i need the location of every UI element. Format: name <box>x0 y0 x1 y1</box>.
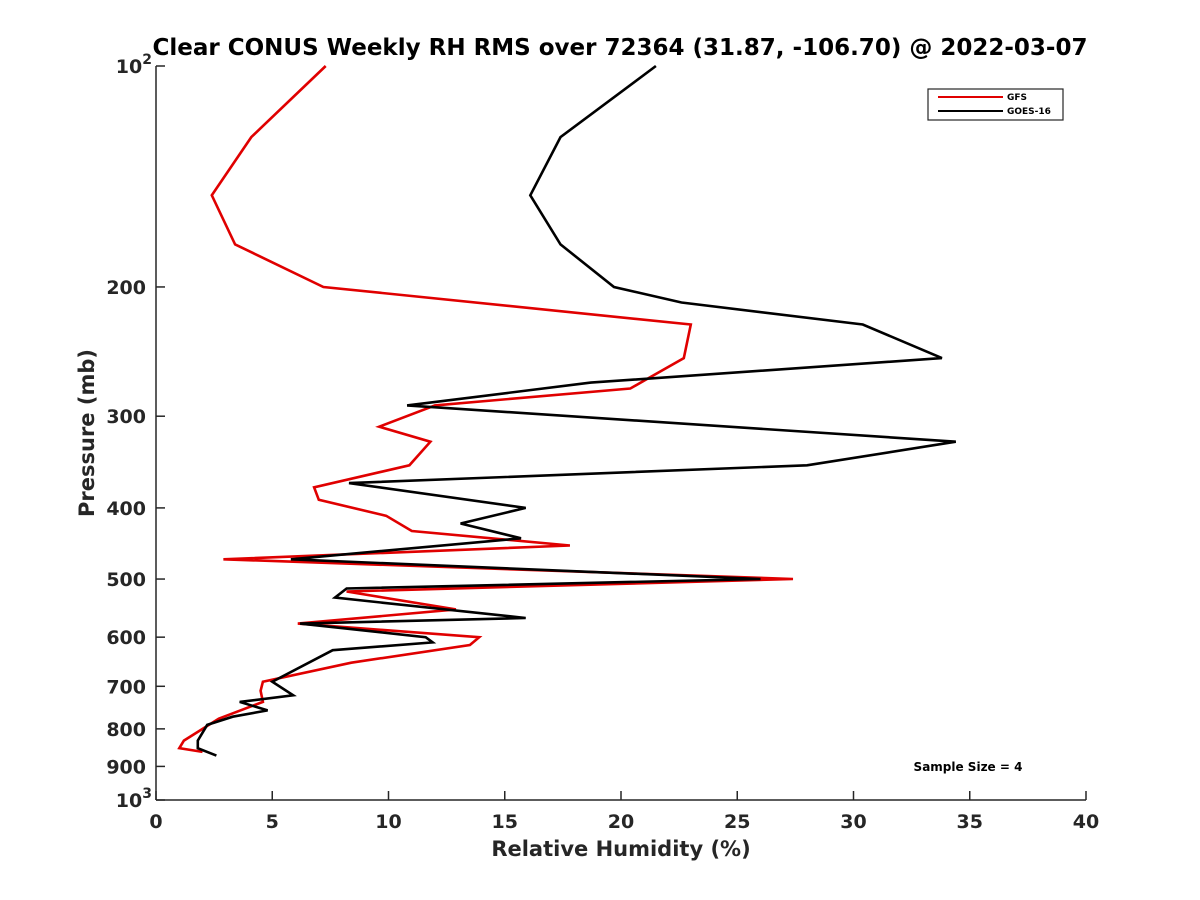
x-tick-label: 5 <box>266 811 279 833</box>
x-tick-label: 0 <box>149 811 162 833</box>
legend-box <box>927 88 1064 121</box>
x-tick-label: 35 <box>957 811 983 833</box>
legend-label-goes16: GOES-16 <box>1007 107 1051 117</box>
y-tick-label: 800 <box>106 719 146 741</box>
x-tick-label: 15 <box>492 811 518 833</box>
y-tick-label: 103 <box>116 786 152 812</box>
y-tick-label: 200 <box>106 277 146 299</box>
legend-label-gfs: GFS <box>1007 93 1027 103</box>
series-group <box>177 64 957 757</box>
sample-size-annotation: Sample Size = 4 <box>914 760 1023 774</box>
y-tick-label: 400 <box>106 498 146 520</box>
y-tick-label: 600 <box>106 627 146 649</box>
y-tick-label: 900 <box>106 756 146 778</box>
chart-title: Clear CONUS Weekly RH RMS over 72364 (31… <box>153 35 1088 61</box>
x-tick-label: 40 <box>1073 811 1099 833</box>
x-tick-label: 10 <box>375 811 401 833</box>
y-tick-label: 102 <box>116 52 152 78</box>
y-axis-ticks: 102 200 300 400 500 600 700 800 900 103 <box>106 52 165 812</box>
y-tick-label: 300 <box>106 406 146 428</box>
series-line-goes16 <box>196 64 957 757</box>
axes-frame <box>155 66 1086 801</box>
series-line-gfs <box>177 65 794 754</box>
x-tick-label: 20 <box>608 811 634 833</box>
x-axis-ticks: 0 5 10 15 20 25 30 35 40 <box>149 791 1099 833</box>
x-tick-label: 30 <box>840 811 866 833</box>
x-tick-label: 25 <box>724 811 750 833</box>
y-tick-label: 700 <box>106 676 146 698</box>
x-axis-label: Relative Humidity (%) <box>491 837 750 861</box>
legend: GFS GOES-16 <box>927 88 1064 121</box>
y-axis-label: Pressure (mb) <box>75 349 99 517</box>
y-tick-label: 500 <box>106 569 146 591</box>
